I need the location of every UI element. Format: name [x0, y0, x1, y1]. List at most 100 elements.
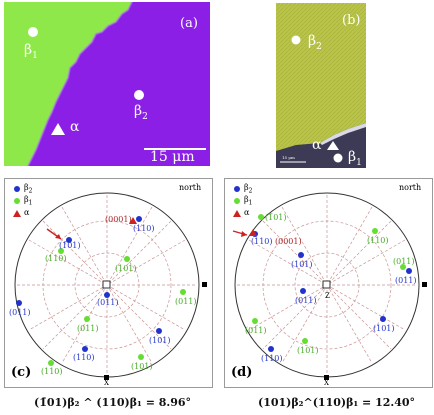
pole-d-101-blue	[298, 252, 304, 258]
panel-b-image	[276, 3, 366, 168]
pole-d-alpha	[249, 229, 257, 236]
panel-a-alpha-text: α	[70, 119, 80, 135]
panel-d-legend-2: β1	[244, 195, 253, 207]
pole-d-label-101-blue-right: (101)	[373, 324, 395, 333]
pole-d-label-110-blue-bottom: (110)	[261, 354, 283, 363]
pole-d-110-green	[372, 228, 378, 234]
caption-left-misorientation: (1̄01)β₂ ^ (110)β₁ = 8.96°	[34, 396, 192, 409]
alpha-lath	[320, 123, 366, 145]
pole-c-110-blue	[136, 216, 142, 222]
pole-d-label-110-green: (110)	[367, 236, 389, 245]
pole-c-center-blue	[104, 292, 110, 298]
pole-c-011-green-mid	[84, 316, 90, 322]
panel-c-label: (c)	[11, 365, 32, 380]
pole-c-110-blue-bottom	[82, 346, 88, 352]
pole-c-101-green-bottom	[138, 354, 144, 360]
beta1-marker	[28, 27, 38, 37]
pole-c-label-101-blue-right: (101)	[149, 336, 171, 345]
pole-c-101-green	[124, 256, 130, 262]
pole-d-011-green-right	[400, 264, 406, 270]
pole-d-label-011-blue-right: (011)	[395, 276, 417, 285]
center-marker-d	[322, 280, 331, 289]
panel-b-beta2-text: β2	[308, 33, 322, 52]
east-marker-c	[202, 282, 207, 287]
panel-a-beta2-text: β2	[134, 103, 148, 122]
panel-c-legend-2: β1	[24, 195, 33, 207]
pole-d-label-101-blue: (101)	[291, 260, 313, 269]
panel-c-north: north	[179, 183, 202, 192]
beta2-marker	[134, 90, 144, 100]
legend-d-green-dot	[234, 198, 240, 204]
legend-c-red-triangle	[13, 210, 21, 217]
pole-c-011-blue-left	[16, 300, 22, 306]
panel-c-legend-1: β2	[24, 183, 33, 195]
panel-d-legend-1: β2	[244, 183, 253, 195]
panel-a-scalebar-label: 15 μm	[150, 149, 195, 165]
pole-d-101-green	[258, 214, 264, 220]
pole-c-110-green	[58, 248, 64, 254]
pole-d-011-blue-right	[406, 268, 412, 274]
pole-d-label-011-green-right: (011)	[393, 257, 415, 266]
panel-b-micrograph: (b) β2 α β1 15 μm	[276, 3, 366, 168]
pole-c-101-blue	[66, 237, 72, 243]
pole-d-101-blue-right	[380, 316, 386, 322]
caption-right-misorientation: (101)β₂^(110)β₁ = 12.40°	[258, 396, 416, 409]
panel-d-label: (d)	[231, 365, 253, 380]
panel-c-pole-figure: north β2 β1 α (0001) (110) (1̄01) (110) …	[4, 178, 213, 388]
pole-c-label-101-green-bottom: (101)	[131, 362, 153, 371]
panel-a-phase-map	[4, 2, 210, 166]
panel-a-micrograph: (a) β1 β2 α 15 μm	[4, 2, 210, 166]
panel-b-alpha-text: α	[312, 137, 322, 153]
pole-d-110-blue-bottom	[268, 346, 274, 352]
panel-d-pole-figure: north β2 β1 α (1̄01) (110) (0001) (110) …	[224, 178, 433, 388]
b-alpha-marker	[327, 141, 339, 150]
south-marker-c	[104, 375, 109, 380]
panel-b-scalebar-label: 15 μm	[282, 155, 295, 160]
south-marker-d	[324, 375, 329, 380]
pole-c-label-110-blue-bottom: (110)	[73, 353, 95, 362]
grain-boundary-fringe	[27, 2, 133, 166]
b-beta2-marker	[291, 35, 301, 45]
pole-d-011-blue-center	[300, 288, 306, 294]
b-beta1-marker	[333, 153, 343, 163]
legend-d-red-triangle	[233, 210, 241, 217]
green-grain	[4, 2, 132, 166]
pole-c-011-green-right	[180, 289, 186, 295]
panel-d-legend-3: α	[244, 208, 250, 217]
pole-c-alpha	[129, 217, 137, 224]
pole-c-label-101-green: (101)	[115, 264, 137, 273]
pole-d-101-green-bottom	[302, 338, 308, 344]
pole-d-label-101-green-bottom: (101)	[297, 346, 319, 355]
pole-c-110-green-bottom	[48, 360, 54, 366]
panel-d-x-label: X	[324, 379, 329, 387]
center-marker-c	[102, 280, 111, 289]
pole-c-label-011-green-right: (011)	[175, 297, 197, 306]
pole-c-label-101-blue: (1̄01)	[59, 241, 81, 250]
pole-c-101-blue-right	[156, 328, 162, 334]
pole-d-label-011-green-left: (011)	[245, 326, 267, 335]
panel-d-svg	[232, 186, 427, 380]
pole-d-label-110-blue: (110)	[251, 237, 273, 246]
pole-c-label-011-blue-left: (011)	[9, 308, 31, 317]
pole-d-label-0001: (0001)	[275, 237, 302, 246]
panel-a-beta1-text: β1	[24, 42, 38, 61]
legend-c-blue-dot	[14, 186, 20, 192]
pole-c-label-0001: (0001)	[105, 215, 132, 224]
pole-d-label-101-green: (1̄01)	[265, 213, 287, 222]
arrow-c-head	[55, 234, 61, 239]
pole-d-label-center: Z	[325, 292, 330, 300]
arrow-d-head	[241, 231, 247, 237]
alpha-marker	[51, 123, 65, 135]
panel-d-north: north	[399, 183, 422, 192]
east-marker-d	[422, 282, 427, 287]
legend-d-blue-dot	[234, 186, 240, 192]
panel-a-label: (a)	[180, 16, 198, 31]
pole-c-label-011-green-mid: (011)	[77, 324, 99, 333]
panel-c-legend-3: α	[24, 208, 30, 217]
panel-b-label: (b)	[342, 13, 361, 28]
pole-c-label-center: (011)	[97, 298, 119, 307]
pole-c-label-110-green-bottom: (110)	[41, 367, 63, 376]
pole-d-label-011-blue-center: (011)	[295, 296, 317, 305]
panel-b-beta1-text: β1	[348, 149, 362, 168]
pole-d-011-green-left	[252, 318, 258, 324]
